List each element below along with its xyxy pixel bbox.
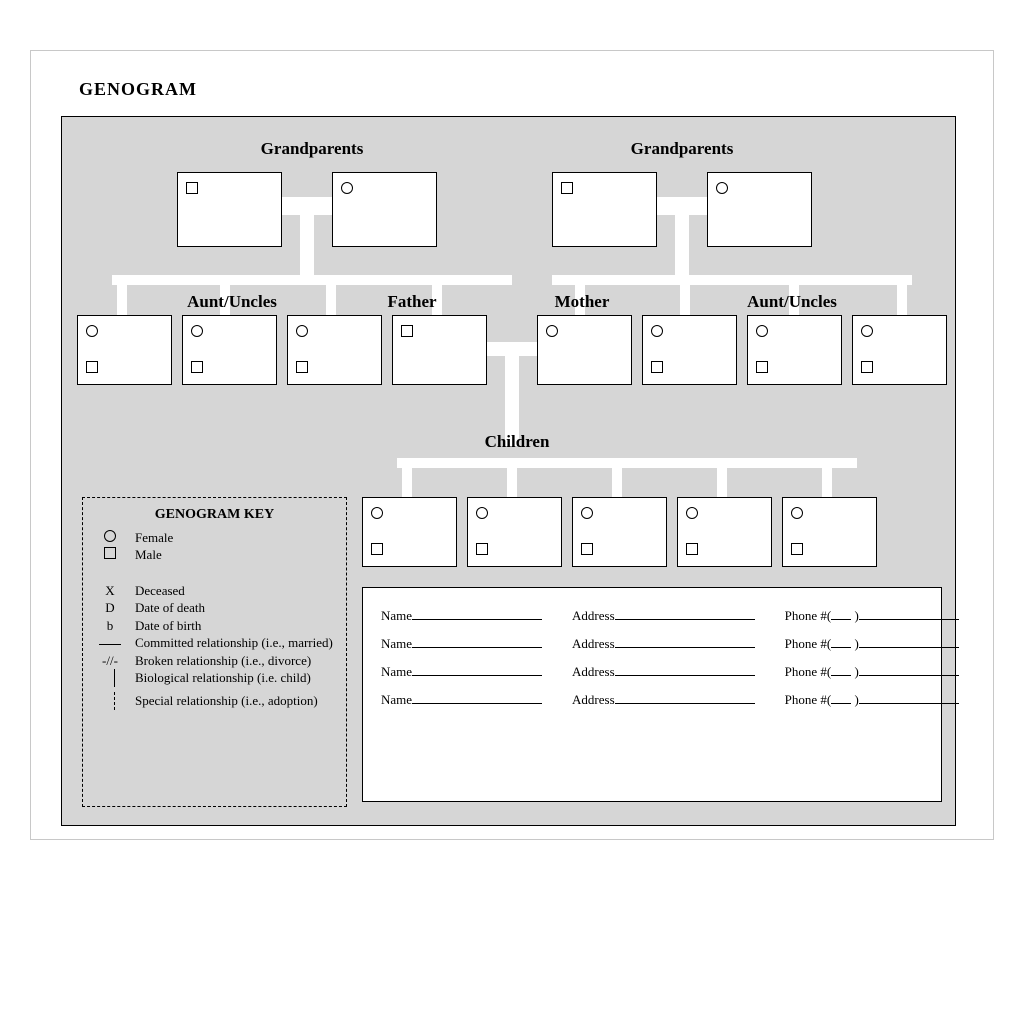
connector	[612, 468, 622, 498]
connector	[112, 275, 512, 285]
person-box	[852, 315, 947, 385]
child-box	[782, 497, 877, 567]
genogram-key: GENOGRAM KEYFemaleMale XDeceasedDDate of…	[82, 497, 347, 807]
connector	[657, 197, 707, 215]
person-box	[287, 315, 382, 385]
father-label: Father	[352, 292, 472, 312]
mother-label: Mother	[522, 292, 642, 312]
person-box	[537, 315, 632, 385]
child-box	[677, 497, 772, 567]
genogram-canvas: Grandparents Grandparents Aunt/Uncles Fathe…	[61, 116, 956, 826]
grandparents-label: Grandparents	[562, 139, 802, 159]
connector	[117, 285, 127, 315]
au_left-label: Aunt/Uncles	[142, 292, 322, 312]
connector	[507, 468, 517, 498]
page-title: GENOGRAM	[79, 79, 963, 100]
worksheet: GENOGRAM Grandparents Grandparents Aunt/Un…	[30, 50, 994, 840]
au_right-label: Aunt/Uncles	[702, 292, 882, 312]
person-box	[77, 315, 172, 385]
connector	[487, 342, 537, 356]
grandparent-box	[552, 172, 657, 247]
person-box	[642, 315, 737, 385]
connector	[822, 468, 832, 498]
grandparent-box	[332, 172, 437, 247]
connector	[717, 468, 727, 498]
connector	[402, 468, 412, 498]
person-box	[747, 315, 842, 385]
connector	[680, 285, 690, 315]
contact-info: NameAddressPhone #( )NameAddressPhone #(…	[362, 587, 942, 802]
connector	[897, 285, 907, 315]
person-box	[182, 315, 277, 385]
grandparent-box	[707, 172, 812, 247]
child-box	[362, 497, 457, 567]
grandparent-box	[177, 172, 282, 247]
person-box	[392, 315, 487, 385]
children-label: Children	[462, 432, 572, 452]
child-box	[467, 497, 562, 567]
connector	[397, 458, 857, 468]
child-box	[572, 497, 667, 567]
connector	[326, 285, 336, 315]
connector	[282, 197, 332, 215]
connector	[552, 275, 912, 285]
grandparents-label: Grandparents	[192, 139, 432, 159]
